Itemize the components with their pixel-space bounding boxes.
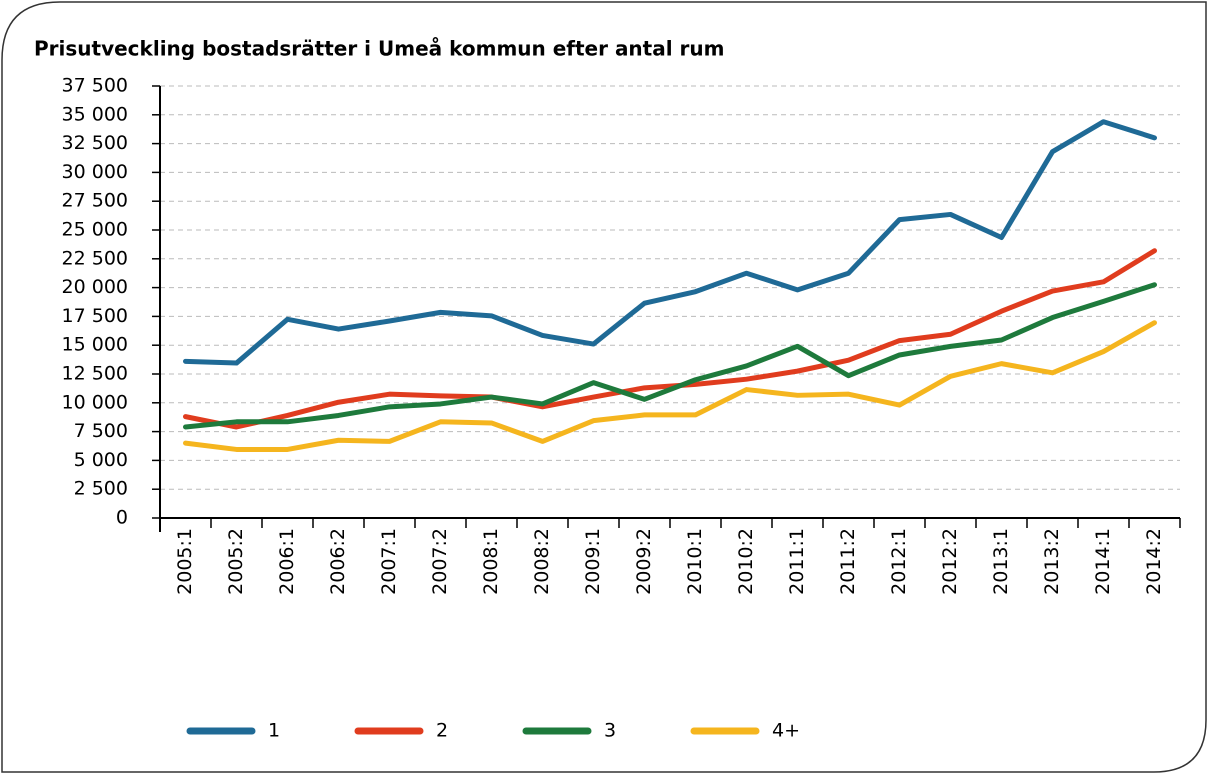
legend-label: 3	[604, 720, 616, 742]
series-line	[183, 248, 1157, 430]
series-line	[183, 119, 1157, 366]
y-tick-label: 10 000	[62, 391, 128, 413]
x-tick-label: 2014:1	[1092, 528, 1114, 595]
x-tick-label: 2011:2	[837, 528, 859, 595]
legend-label: 1	[268, 720, 280, 742]
y-tick-label: 15 000	[62, 334, 128, 356]
y-tick-label: 17 500	[62, 305, 128, 327]
y-tick-label: 2 500	[74, 478, 128, 500]
x-tick-label: 2007:1	[378, 528, 400, 595]
x-tick-label: 2013:1	[990, 528, 1012, 595]
chart-title: Prisutveckling bostadsrätter i Umeå komm…	[34, 37, 725, 61]
x-tick-label: 2011:1	[786, 528, 808, 595]
y-tick-label: 20 000	[62, 276, 128, 298]
x-tick-label: 2008:2	[531, 528, 553, 595]
series-line	[183, 320, 1157, 452]
y-tick-label: 12 500	[62, 363, 128, 385]
x-tick-label: 2009:1	[582, 528, 604, 595]
y-tick-label: 35 000	[62, 103, 128, 125]
x-tick-label: 2010:1	[684, 528, 706, 595]
y-tick-label: 0	[116, 507, 128, 529]
y-tick-label: 32 500	[62, 132, 128, 154]
legend-label: 2	[436, 720, 448, 742]
x-tick-label: 2006:2	[327, 528, 349, 595]
x-tick-label: 2012:2	[939, 528, 961, 595]
x-tick-label: 2012:1	[888, 528, 910, 595]
y-tick-label: 5 000	[74, 449, 128, 471]
x-tick-label: 2008:1	[480, 528, 502, 595]
x-tick-label: 2009:2	[633, 528, 655, 595]
x-tick-label: 2005:2	[225, 528, 247, 595]
x-tick-label: 2010:2	[735, 528, 757, 595]
legend-label: 4+	[772, 720, 800, 742]
x-tick-label: 2014:2	[1143, 528, 1165, 595]
y-tick-label: 27 500	[62, 190, 128, 212]
y-tick-label: 37 500	[62, 75, 128, 97]
y-tick-label: 7 500	[74, 420, 128, 442]
x-tick-label: 2013:2	[1041, 528, 1063, 595]
y-tick-label: 22 500	[62, 247, 128, 269]
x-tick-label: 2006:1	[276, 528, 298, 595]
x-tick-label: 2007:2	[429, 528, 451, 595]
series-line	[183, 282, 1157, 430]
y-tick-label: 25 000	[62, 219, 128, 241]
y-tick-label: 30 000	[62, 161, 128, 183]
x-tick-label: 2005:1	[174, 528, 196, 595]
